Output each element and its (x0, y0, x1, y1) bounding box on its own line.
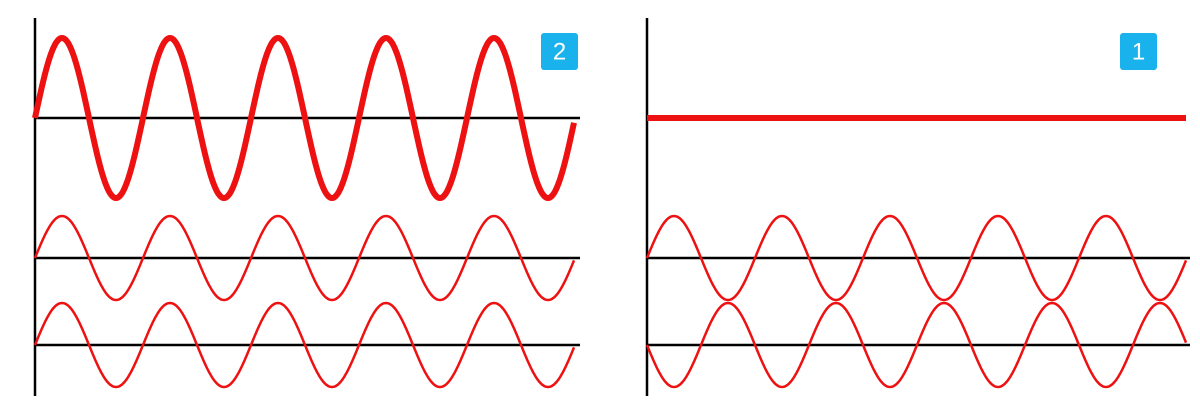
destructive-panel: 1 (645, 18, 1190, 396)
component-wave (33, 301, 576, 389)
badge (1120, 33, 1157, 70)
constructive-panel: 2 (32, 18, 580, 396)
badge (541, 33, 578, 70)
badge-label: 2 (553, 39, 566, 66)
badge-label: 1 (1132, 39, 1145, 66)
component-wave (645, 301, 1188, 389)
component-wave (33, 214, 576, 302)
component-wave (645, 214, 1188, 302)
resultant-wave (32, 34, 577, 202)
